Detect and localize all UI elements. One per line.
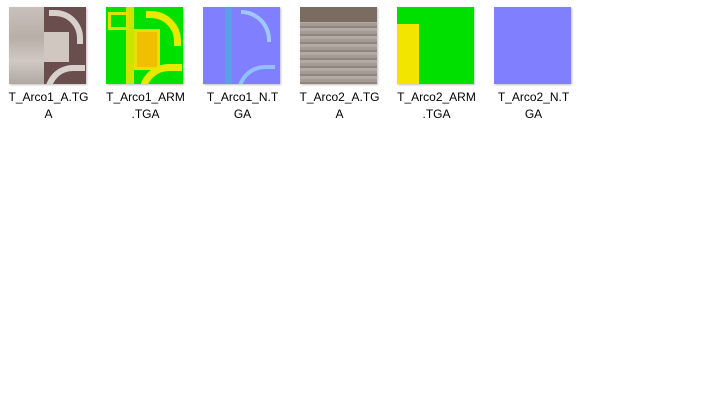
file-name-line2: .TGA	[422, 107, 451, 121]
file-name-line1: T_Arco2_ARM	[397, 90, 476, 104]
thumbnail-arm-2	[397, 7, 474, 84]
file-name-line2: GA	[233, 107, 252, 121]
thumbnail-albedo-2	[300, 7, 377, 84]
thumbnail-arm-1	[106, 7, 183, 84]
file-item-t-arco1-arm[interactable]: T_Arco1_ARM .TGA	[97, 7, 194, 123]
file-name-line1: T_Arco1_ARM	[106, 90, 185, 104]
file-item-t-arco2-n[interactable]: T_Arco2_N.T GA	[485, 7, 582, 123]
file-name-line1: T_Arco1_A.TG	[8, 90, 89, 104]
file-name-line2: A	[44, 107, 53, 121]
file-name-line2: A	[335, 107, 344, 121]
file-item-t-arco2-a[interactable]: T_Arco2_A.TG A	[291, 7, 388, 123]
file-name-line1: T_Arco2_N.T	[497, 90, 570, 104]
file-item-t-arco1-a[interactable]: T_Arco1_A.TG A	[0, 7, 97, 123]
file-name-line2: GA	[524, 107, 543, 121]
file-item-t-arco2-arm[interactable]: T_Arco2_ARM .TGA	[388, 7, 485, 123]
thumbnail-albedo-1	[9, 7, 86, 84]
file-item-t-arco1-n[interactable]: T_Arco1_N.T GA	[194, 7, 291, 123]
thumbnail-normal-2	[494, 7, 571, 84]
thumbnail-normal-1	[203, 7, 280, 84]
file-name-line2: .TGA	[131, 107, 160, 121]
file-name-line1: T_Arco1_N.T	[206, 90, 279, 104]
file-name-line1: T_Arco2_A.TG	[299, 90, 380, 104]
